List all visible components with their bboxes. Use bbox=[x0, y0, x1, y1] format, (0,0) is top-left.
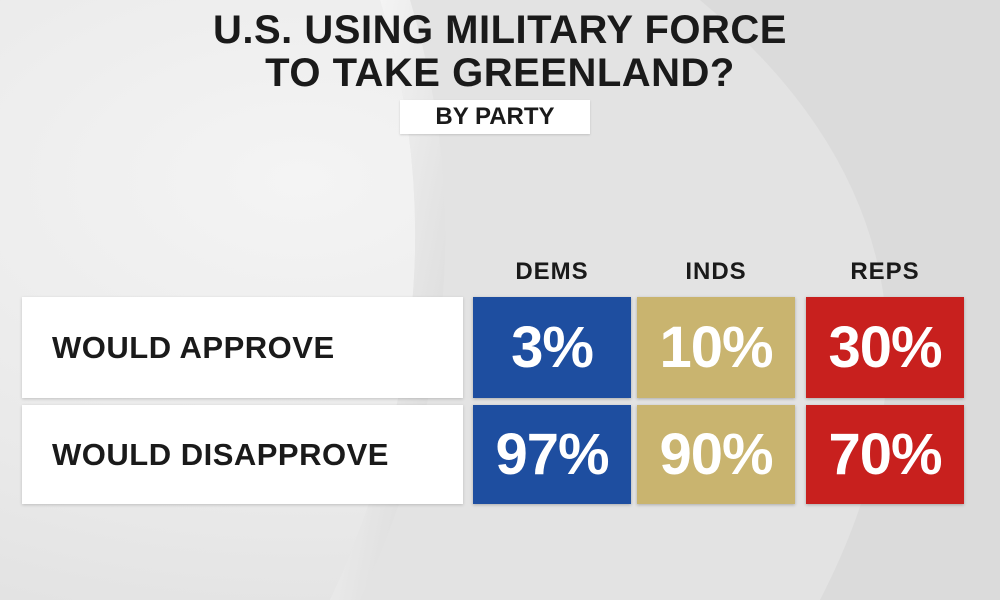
row-label-disapprove: WOULD DISAPPROVE bbox=[22, 405, 463, 504]
column-header-reps: REPS bbox=[850, 258, 920, 285]
subtitle-badge: BY PARTY bbox=[400, 100, 590, 134]
cell-disapprove-inds: 90% bbox=[637, 405, 795, 504]
row-label-approve: WOULD APPROVE bbox=[22, 297, 463, 398]
cell-approve-reps: 30% bbox=[806, 297, 964, 398]
column-header-dems: DEMS bbox=[515, 258, 589, 285]
chart-title-line1: U.S. USING MILITARY FORCE bbox=[212, 8, 787, 52]
cell-disapprove-dems: 97% bbox=[473, 405, 631, 504]
column-header-inds: INDS bbox=[685, 258, 747, 285]
chart-title-line2: TO TAKE GREENLAND? bbox=[265, 51, 735, 95]
cell-approve-dems: 3% bbox=[473, 297, 631, 398]
cell-disapprove-reps: 70% bbox=[806, 405, 964, 504]
cell-approve-inds: 10% bbox=[637, 297, 795, 398]
